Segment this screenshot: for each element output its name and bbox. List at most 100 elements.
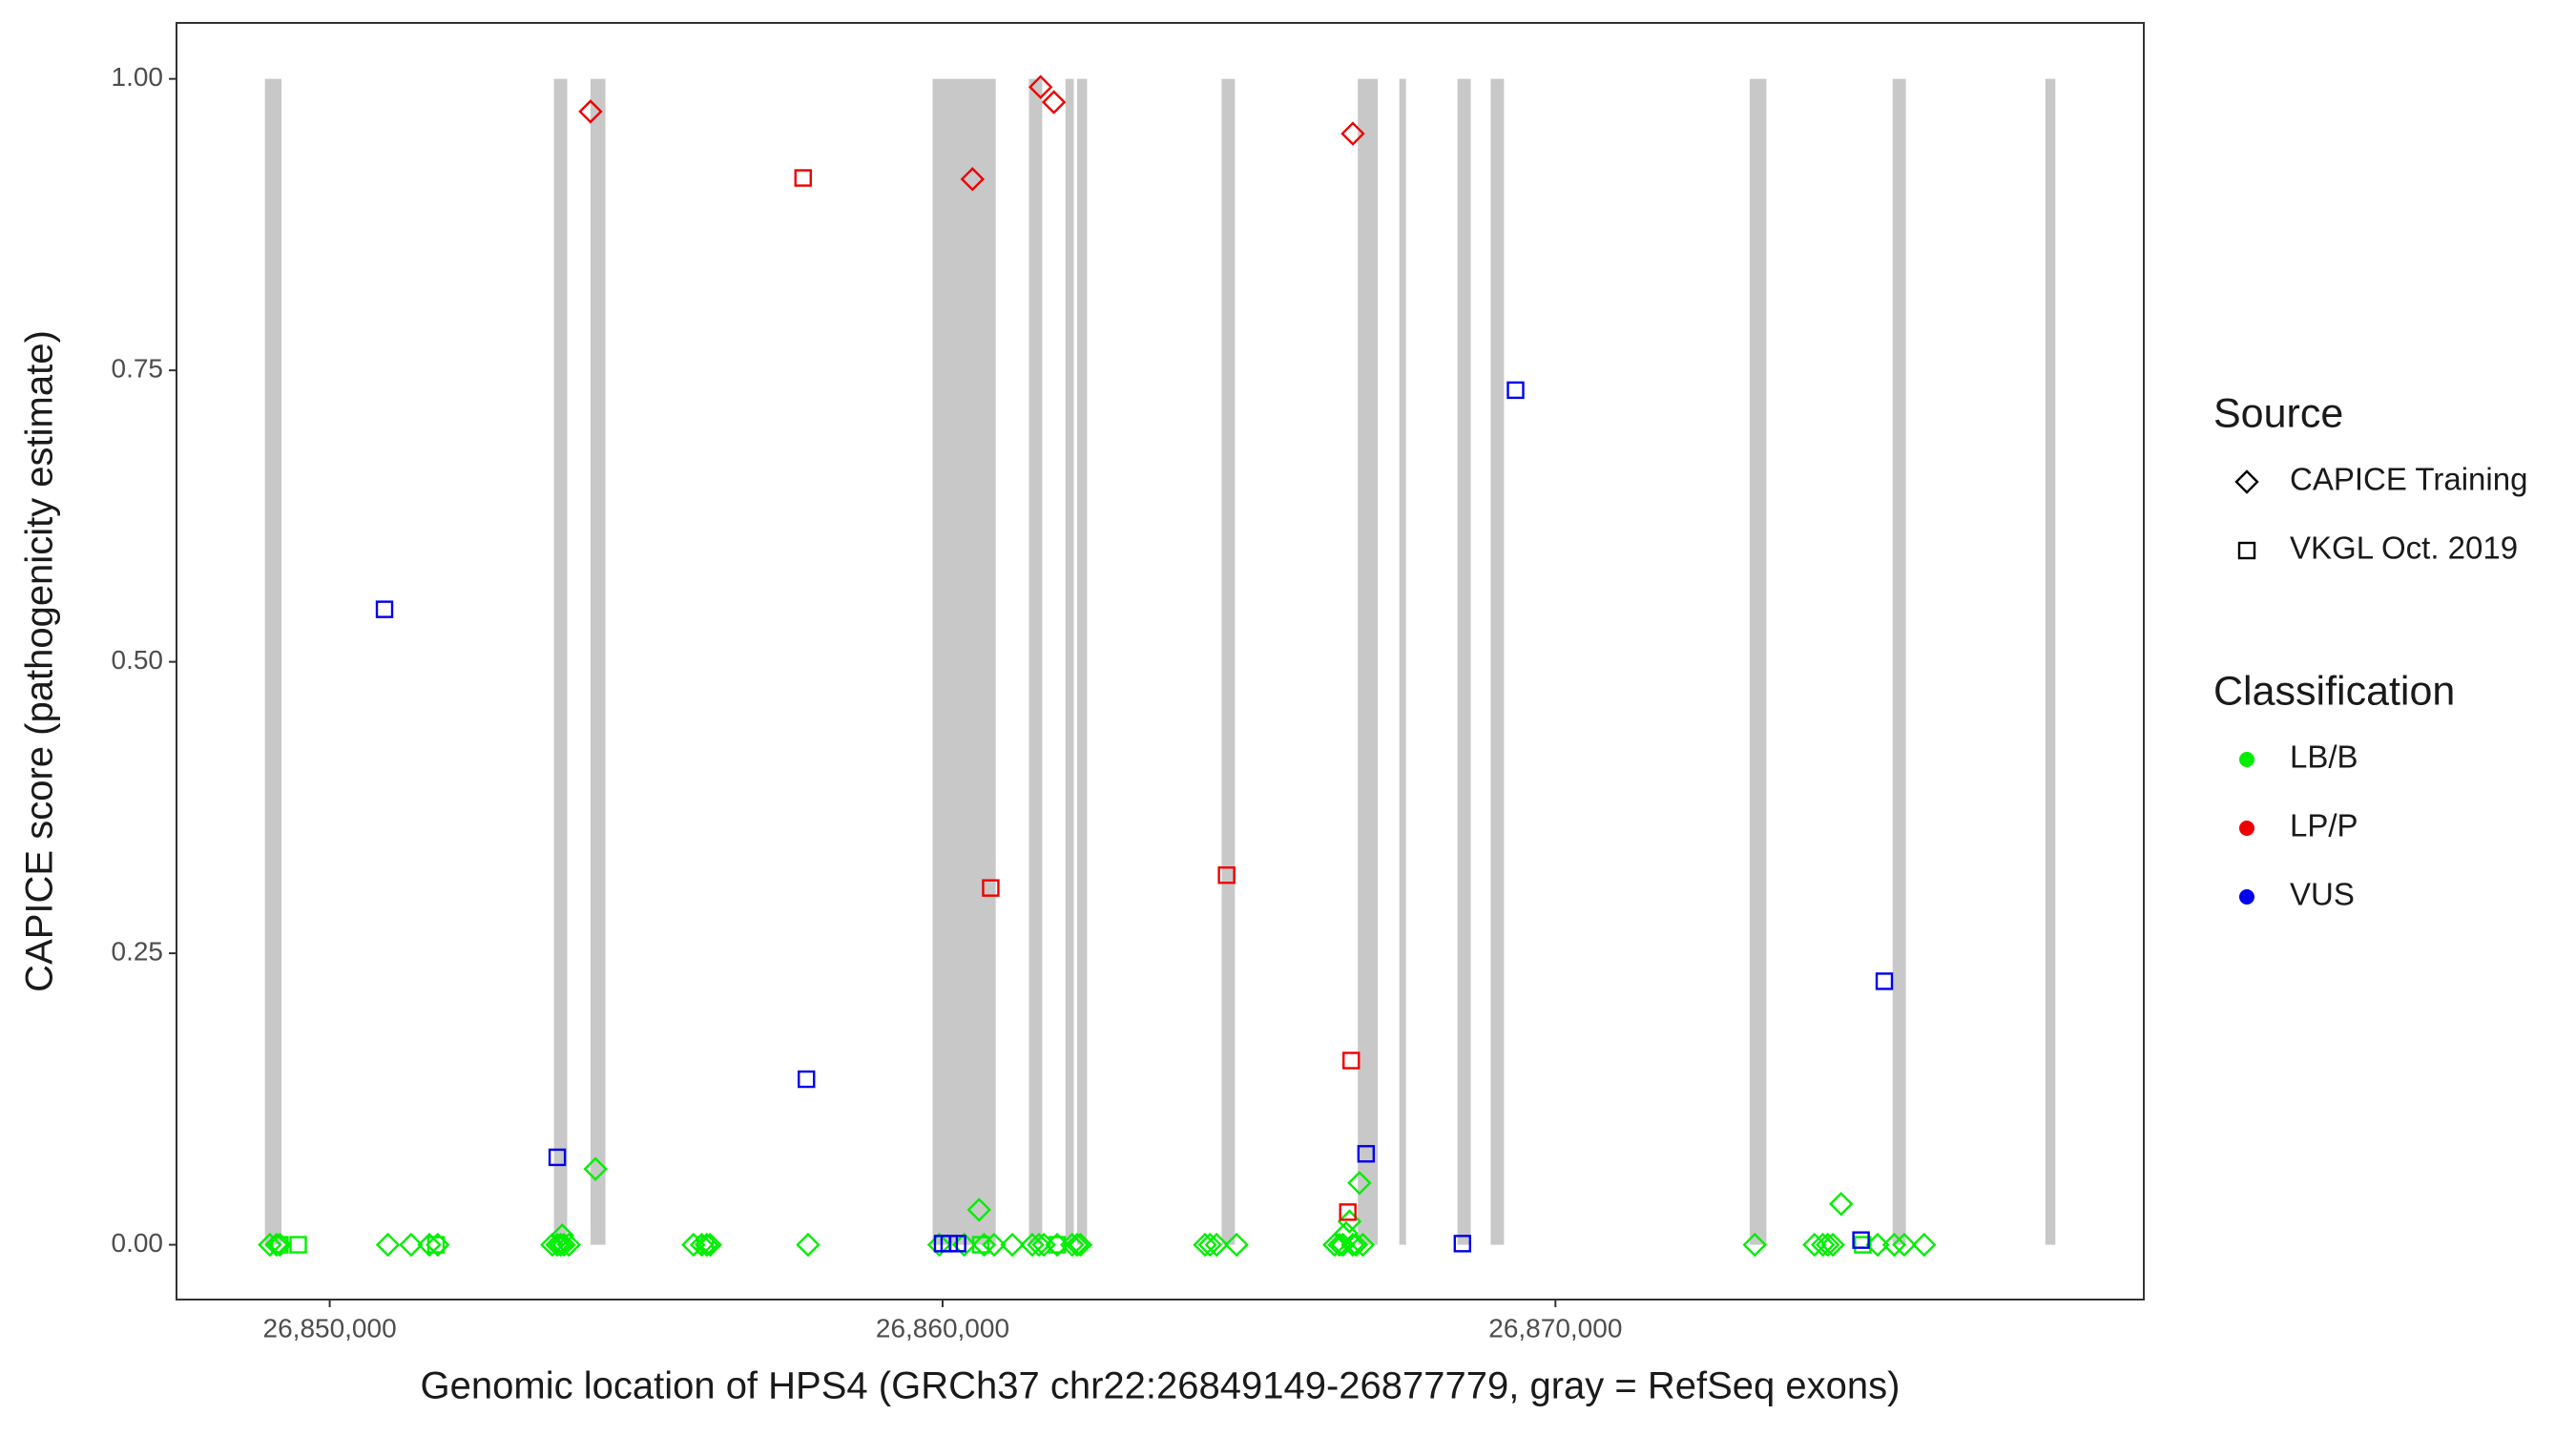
point-square bbox=[1342, 1051, 1361, 1070]
x-tick-label: 26,870,000 bbox=[1488, 1313, 1622, 1342]
point-diamond bbox=[1028, 74, 1053, 99]
x-tick-label: 26,860,000 bbox=[876, 1313, 1009, 1342]
point-square bbox=[375, 600, 394, 618]
point-square bbox=[982, 879, 1000, 897]
point-diamond bbox=[1322, 1232, 1347, 1258]
point-square bbox=[1852, 1231, 1870, 1249]
point-diamond bbox=[1892, 1232, 1917, 1258]
point-diamond bbox=[1204, 1232, 1229, 1258]
point-diamond bbox=[551, 1232, 576, 1258]
point-diamond bbox=[375, 1232, 401, 1258]
exon-band bbox=[590, 78, 606, 1245]
point-diamond bbox=[1027, 1232, 1051, 1258]
exon-band bbox=[1221, 78, 1236, 1245]
point-diamond bbox=[1347, 1171, 1372, 1196]
legend-key bbox=[2239, 821, 2254, 836]
point-diamond bbox=[1340, 1232, 1365, 1258]
legend-label: LB/B bbox=[2290, 739, 2358, 775]
y-tick-label: 1.00 bbox=[112, 62, 164, 92]
point-diamond bbox=[1020, 1232, 1045, 1258]
point-diamond bbox=[1068, 1232, 1093, 1258]
point-diamond bbox=[399, 1232, 424, 1258]
point-diamond bbox=[697, 1232, 722, 1258]
exon-band bbox=[932, 78, 996, 1245]
point-diamond bbox=[1742, 1232, 1767, 1258]
point-diamond bbox=[258, 1232, 282, 1258]
y-tick-label: 0.75 bbox=[112, 354, 164, 384]
point-diamond bbox=[926, 1232, 952, 1258]
exon-band bbox=[1749, 78, 1767, 1245]
point-diamond bbox=[1224, 1232, 1249, 1258]
legend-title: Source bbox=[2213, 390, 2343, 436]
exon-band bbox=[1490, 78, 1505, 1245]
point-diamond bbox=[960, 167, 986, 192]
legend-key bbox=[2239, 889, 2254, 905]
point-square bbox=[798, 1070, 816, 1089]
x-axis-title: Genomic location of HPS4 (GRCh37 chr22:2… bbox=[421, 1365, 1901, 1407]
legend-title: Classification bbox=[2213, 668, 2455, 714]
point-diamond bbox=[1340, 121, 1365, 146]
legend-label: LP/P bbox=[2290, 808, 2358, 843]
point-diamond bbox=[550, 1223, 575, 1248]
point-square bbox=[548, 1148, 567, 1167]
point-diamond bbox=[583, 1156, 608, 1181]
exon-band bbox=[1065, 78, 1074, 1245]
point-square bbox=[1453, 1235, 1472, 1253]
point-square bbox=[1506, 381, 1525, 400]
point-diamond bbox=[1820, 1232, 1845, 1258]
point-diamond bbox=[1881, 1232, 1907, 1258]
point-square bbox=[271, 1236, 289, 1254]
exon-band bbox=[264, 78, 282, 1245]
exon-band bbox=[553, 78, 568, 1245]
legend-label: VKGL Oct. 2019 bbox=[2290, 531, 2518, 566]
point-square bbox=[1339, 1203, 1357, 1221]
point-square bbox=[971, 1236, 990, 1254]
point-diamond bbox=[966, 1197, 991, 1222]
exon-band bbox=[1892, 78, 1906, 1245]
y-tick-label: 0.25 bbox=[112, 936, 164, 966]
point-diamond bbox=[1816, 1232, 1840, 1258]
point-diamond bbox=[971, 1232, 997, 1258]
y-axis-title: CAPICE score (pathogenicity estimate) bbox=[19, 330, 61, 992]
x-tick-label: 26,850,000 bbox=[263, 1313, 397, 1342]
legend-label: VUS bbox=[2290, 877, 2355, 912]
point-square bbox=[1875, 972, 1894, 990]
point-diamond bbox=[264, 1232, 289, 1258]
point-diamond bbox=[1350, 1232, 1376, 1258]
point-diamond bbox=[1193, 1232, 1217, 1258]
point-diamond bbox=[1810, 1232, 1836, 1258]
point-square bbox=[1217, 866, 1236, 884]
panel-border bbox=[176, 22, 2145, 1301]
point-square bbox=[696, 1236, 715, 1254]
point-diamond bbox=[1829, 1192, 1854, 1217]
point-square bbox=[1048, 1236, 1067, 1254]
point-diamond bbox=[578, 99, 603, 124]
exon-band bbox=[1399, 78, 1406, 1245]
point-square bbox=[948, 1235, 966, 1253]
exon-band bbox=[1028, 78, 1043, 1245]
legend-key bbox=[2239, 752, 2254, 767]
point-diamond bbox=[1343, 1232, 1369, 1258]
point-diamond bbox=[796, 1232, 821, 1258]
point-diamond bbox=[1000, 1232, 1025, 1258]
point-diamond bbox=[982, 1232, 1007, 1258]
point-diamond bbox=[1041, 90, 1067, 114]
point-square bbox=[426, 1236, 446, 1254]
point-diamond bbox=[1197, 1232, 1222, 1258]
exon-band bbox=[1076, 78, 1088, 1245]
point-diamond bbox=[417, 1232, 442, 1258]
exon-band bbox=[2045, 78, 2056, 1245]
y-tick-label: 0.00 bbox=[112, 1228, 164, 1258]
point-diamond bbox=[556, 1232, 581, 1258]
legend-label: CAPICE Training bbox=[2290, 462, 2527, 497]
point-square bbox=[1854, 1236, 1872, 1254]
point-diamond bbox=[1337, 1209, 1362, 1234]
point-diamond bbox=[540, 1232, 565, 1258]
legend-key bbox=[2234, 469, 2259, 494]
exon-band bbox=[1457, 78, 1471, 1245]
y-tick-label: 0.50 bbox=[112, 645, 164, 675]
point-diamond bbox=[1912, 1232, 1937, 1258]
point-diamond bbox=[545, 1232, 570, 1258]
